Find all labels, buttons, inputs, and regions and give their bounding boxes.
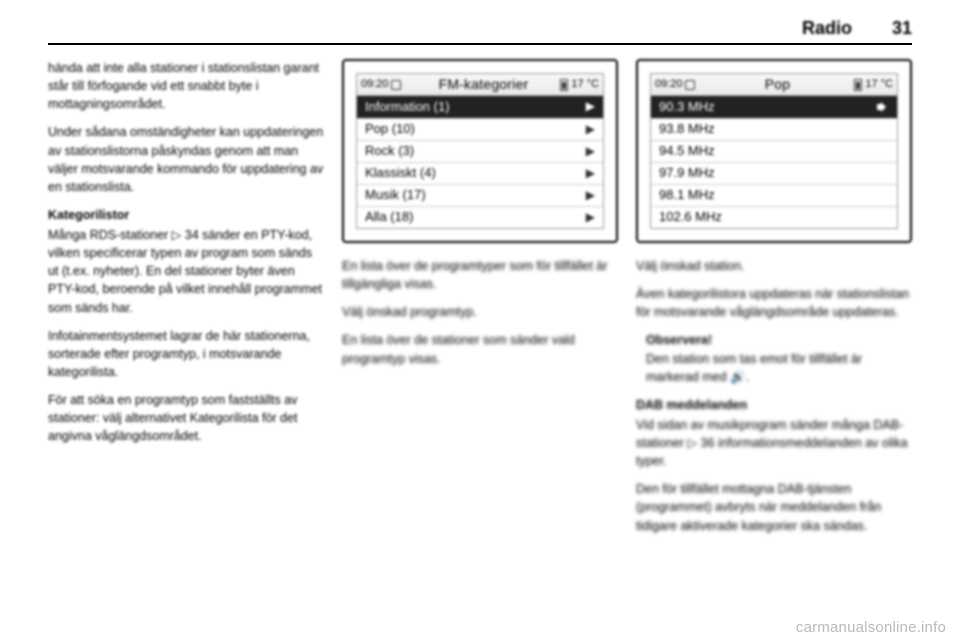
list-item-label: 93.8 MHz (659, 120, 715, 139)
list-item[interactable]: Klassiskt (4) ▶ (357, 162, 603, 184)
list-item[interactable]: 93.8 MHz (651, 118, 897, 140)
list-item[interactable]: 94.5 MHz (651, 140, 897, 162)
list-item-label: 102.6 MHz (659, 208, 722, 227)
body-text: Välj önskad programtyp. (342, 303, 618, 321)
body-text: En lista över de programtyper som för ti… (342, 257, 618, 293)
list-item[interactable]: Pop (10) ▶ (357, 118, 603, 140)
body-text: Välj önskad station. (636, 257, 912, 275)
list-item-label: Musik (17) (365, 186, 426, 205)
temperature: 17 °C (571, 77, 599, 93)
list-item-label: 90.3 MHz (659, 98, 715, 117)
body-text: Även kategorilistora uppdateras när stat… (636, 285, 912, 321)
list-item-label: Alla (18) (365, 208, 413, 227)
screen-pop: 09:20 Pop 17 °C 90.3 MHz 93.8 MHz (636, 59, 912, 243)
clock-icon (685, 80, 695, 90)
heading-dab: DAB meddelanden (636, 396, 912, 414)
chevron-right-icon: ▶ (586, 165, 595, 182)
page-number: 31 (892, 18, 912, 39)
temperature: 17 °C (865, 77, 893, 93)
list-item-label: 94.5 MHz (659, 142, 715, 161)
screen-fm-kategorier: 09:20 FM-kategorier 17 °C Information (1… (342, 59, 618, 243)
list-item-label: Klassiskt (4) (365, 164, 436, 183)
chevron-right-icon: ▶ (586, 98, 595, 115)
station-list: 90.3 MHz 93.8 MHz 94.5 MHz 97.9 MHz (651, 96, 897, 228)
chevron-right-icon: ▶ (586, 143, 595, 160)
list-item[interactable]: Alla (18) ▶ (357, 206, 603, 228)
category-list: Information (1) ▶ Pop (10) ▶ Rock (3) ▶ (357, 96, 603, 228)
clock-time: 09:20 (655, 77, 683, 93)
list-item[interactable]: 98.1 MHz (651, 184, 897, 206)
status-bar: 09:20 FM-kategorier 17 °C (357, 74, 603, 96)
column-2: 09:20 FM-kategorier 17 °C Information (1… (342, 59, 618, 545)
list-item[interactable]: Information (1) ▶ (357, 96, 603, 118)
chevron-right-icon: ▶ (586, 121, 595, 138)
list-item-label: Pop (10) (365, 120, 415, 139)
thermometer-icon (560, 79, 568, 91)
list-item[interactable]: Musik (17) ▶ (357, 184, 603, 206)
body-text: En lista över de stationer som sänder va… (342, 331, 618, 367)
section-title: Radio (802, 18, 852, 39)
body-text: Många RDS-stationer ▷ 34 sänder en PTY-k… (48, 226, 324, 317)
column-1: hända att inte alla stationer i stations… (48, 59, 324, 545)
list-item-label: Information (1) (365, 98, 450, 117)
list-item[interactable]: 90.3 MHz (651, 96, 897, 118)
speaker-icon (877, 102, 889, 112)
body-text: Vid sidan av musikprogram sänder många D… (636, 416, 912, 470)
list-item-label: Rock (3) (365, 142, 414, 161)
note-heading: Observera! (646, 333, 712, 347)
column-3: 09:20 Pop 17 °C 90.3 MHz 93.8 MHz (636, 59, 912, 545)
screen-title: FM-kategorier (407, 74, 561, 94)
list-item[interactable]: 97.9 MHz (651, 162, 897, 184)
list-item[interactable]: 102.6 MHz (651, 206, 897, 228)
clock-icon (391, 80, 401, 90)
thermometer-icon (854, 79, 862, 91)
body-text: För att söka en programtyp som fast­stäl… (48, 391, 324, 445)
watermark: carmanualsonline.info (796, 619, 946, 636)
chevron-right-icon: ▶ (586, 209, 595, 226)
screen-title: Pop (701, 74, 855, 94)
status-bar: 09:20 Pop 17 °C (651, 74, 897, 96)
note-text: Den station som tas emot för tillfället … (646, 352, 862, 384)
list-item-label: 97.9 MHz (659, 164, 715, 183)
chevron-right-icon: ▶ (586, 187, 595, 204)
list-item-label: 98.1 MHz (659, 186, 715, 205)
list-item[interactable]: Rock (3) ▶ (357, 140, 603, 162)
body-text: Under sådana omständigheter kan uppdater… (48, 123, 324, 196)
page-header: Radio 31 (48, 18, 912, 45)
clock-time: 09:20 (361, 77, 389, 93)
heading-kategorilistor: Kategorilistor (48, 206, 324, 224)
body-text: Den för tillfället mottagna DAB-tjänsten… (636, 480, 912, 534)
body-text: hända att inte alla stationer i stations… (48, 59, 324, 113)
body-text: Infotainmentsystemet lagrar de här stati… (48, 327, 324, 381)
